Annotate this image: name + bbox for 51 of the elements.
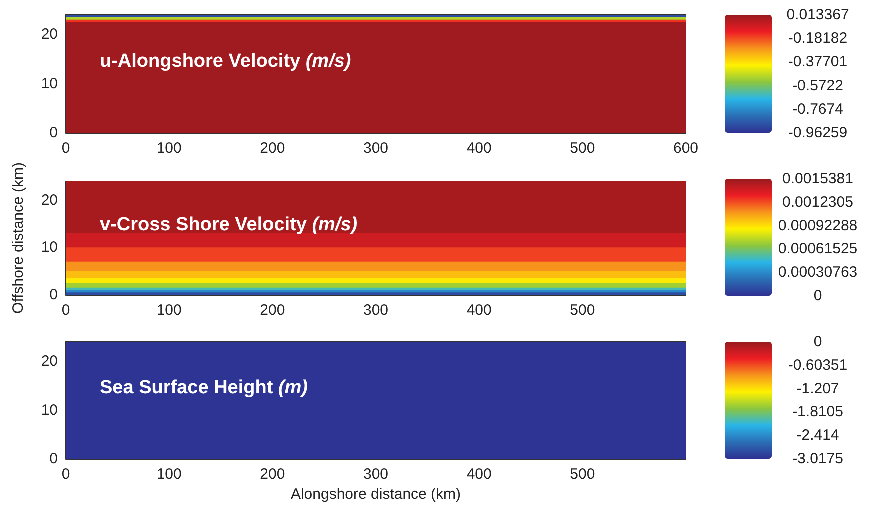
color-bar-label: -0.96259 bbox=[788, 124, 848, 142]
x-tick-label: 400 bbox=[466, 466, 492, 483]
y-tick-label: 0 bbox=[50, 450, 58, 468]
color-bar-label: 0.0015381 bbox=[782, 170, 854, 188]
color-bar-label: -0.60351 bbox=[788, 356, 848, 374]
x-tick-label: 200 bbox=[260, 302, 286, 319]
text: u-Alongshore Velocity (m/s) bbox=[100, 50, 352, 72]
y-tick-label: 10 bbox=[41, 75, 58, 92]
y-tick-label: 0 bbox=[50, 286, 58, 304]
x-tick-label: 400 bbox=[466, 302, 492, 319]
color-bar-label: 0 bbox=[814, 334, 822, 350]
x-tick-label: 500 bbox=[570, 302, 596, 319]
x-tick-label: 0 bbox=[62, 302, 70, 319]
color-bar-label: -3.0175 bbox=[792, 450, 844, 468]
color-bar-label: -0.18182 bbox=[788, 30, 848, 48]
y-tick-label: 20 bbox=[41, 353, 58, 370]
x-tick-label: 600 bbox=[673, 140, 699, 157]
color-bar-label: 0.0012305 bbox=[782, 194, 854, 211]
color-bar-label: 0.00061525 bbox=[778, 240, 858, 258]
color-bar-label: 0.00030763 bbox=[778, 264, 858, 282]
color-bar-label: -0.37701 bbox=[788, 54, 848, 71]
x-tick-label: 400 bbox=[466, 140, 492, 157]
color-bar-label: -0.5722 bbox=[792, 77, 844, 94]
x-tick-label: 300 bbox=[363, 466, 389, 483]
x-tick-label: 0 bbox=[62, 466, 70, 483]
x-tick-label: 100 bbox=[156, 140, 182, 157]
x-axis-title: Alongshore distance (km) bbox=[290, 486, 462, 503]
x-tick-label: 200 bbox=[260, 466, 286, 483]
y-tick-label: 20 bbox=[41, 26, 58, 44]
y-tick-label: 20 bbox=[41, 192, 58, 209]
color-bar-label: 0 bbox=[814, 288, 822, 304]
color-bar-label: -0.7674 bbox=[792, 100, 844, 118]
y-tick-label: 10 bbox=[41, 402, 58, 419]
y-tick-label: 10 bbox=[41, 239, 58, 256]
color-bar-label: 0.00092288 bbox=[778, 217, 858, 234]
x-tick-label: 200 bbox=[260, 140, 286, 157]
color-bar-label: -1.8105 bbox=[792, 404, 844, 421]
text: v-Cross Shore Velocity (m/s) bbox=[100, 214, 358, 236]
x-tick-label: 100 bbox=[156, 302, 182, 319]
y-tick-label: 0 bbox=[50, 124, 58, 142]
x-tick-label: 500 bbox=[570, 466, 596, 483]
text: Sea Surface Height (m) bbox=[100, 378, 308, 399]
x-tick-label: 300 bbox=[363, 140, 389, 157]
x-tick-label: 100 bbox=[156, 466, 182, 483]
color-bar-label: -1.207 bbox=[796, 380, 840, 398]
color-bar-label: -2.414 bbox=[796, 427, 840, 444]
x-tick-label: 500 bbox=[570, 140, 596, 157]
y-axis-title: Offshore distance (km) bbox=[10, 162, 27, 314]
x-tick-label: 0 bbox=[62, 140, 70, 157]
color-bar-label: 0.013367 bbox=[786, 6, 850, 24]
x-tick-label: 300 bbox=[363, 302, 389, 319]
